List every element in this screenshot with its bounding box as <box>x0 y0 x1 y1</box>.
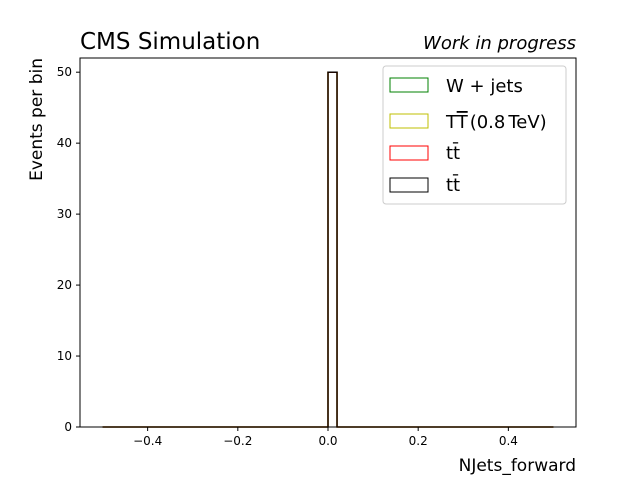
y-tick-label: 50 <box>57 65 72 79</box>
legend-label-ttbar-black: tt̄ <box>446 174 460 196</box>
x-tick-label: 0.0 <box>318 434 337 448</box>
legend-entry-ttbar-black: tt̄ <box>389 174 460 196</box>
legend-swatch-tt-prime <box>389 113 429 129</box>
legend-swatch-ttbar-black <box>389 177 429 193</box>
y-tick-label: 0 <box>64 420 72 434</box>
y-axis: 0 10 20 30 40 50 <box>57 65 80 434</box>
chart-subtitle: Work in progress <box>423 33 576 54</box>
y-tick-label: 40 <box>57 136 72 150</box>
legend-label-tt-prime: TT (0.8 TeV) <box>445 112 547 133</box>
y-tick-label: 20 <box>57 278 72 292</box>
x-tick-label: −0.2 <box>223 434 252 448</box>
legend-label-ttbar-red: tt̄ <box>446 142 460 164</box>
legend-label-w-jets: W + jets <box>446 76 523 97</box>
x-axis: −0.4 −0.2 0.0 0.2 0.4 <box>133 427 518 448</box>
x-axis-label: NJets_forward <box>459 456 576 476</box>
legend: W + jets TT (0.8 TeV) tt̄ tt̄ <box>382 65 567 205</box>
legend-box <box>382 65 567 205</box>
x-tick-label: −0.4 <box>133 434 162 448</box>
legend-entry-ttbar-red: tt̄ <box>389 142 460 164</box>
legend-swatch-ttbar-red <box>389 145 429 161</box>
x-tick-label: 0.4 <box>499 434 518 448</box>
chart-title: CMS Simulation <box>80 29 260 55</box>
y-tick-label: 10 <box>57 349 72 363</box>
y-tick-label: 30 <box>57 207 72 221</box>
legend-swatch-w-jets <box>389 77 429 93</box>
x-tick-label: 0.2 <box>409 434 428 448</box>
legend-entry-tt-prime: TT (0.8 TeV) <box>389 112 547 133</box>
legend-entry-w-jets: W + jets <box>389 76 523 97</box>
y-axis-label: Events per bin <box>27 58 47 181</box>
